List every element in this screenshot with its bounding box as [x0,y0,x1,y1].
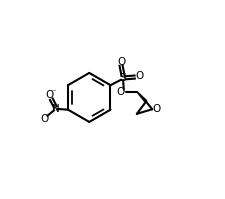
Text: O: O [117,87,125,97]
Text: S: S [120,73,126,83]
Text: O: O [135,71,144,81]
Text: O: O [152,104,160,114]
Text: O: O [40,114,48,124]
Text: O: O [118,57,126,67]
Text: O: O [46,90,54,100]
Text: ⁻: ⁻ [51,88,56,97]
Text: N: N [52,104,59,114]
Polygon shape [136,91,147,103]
